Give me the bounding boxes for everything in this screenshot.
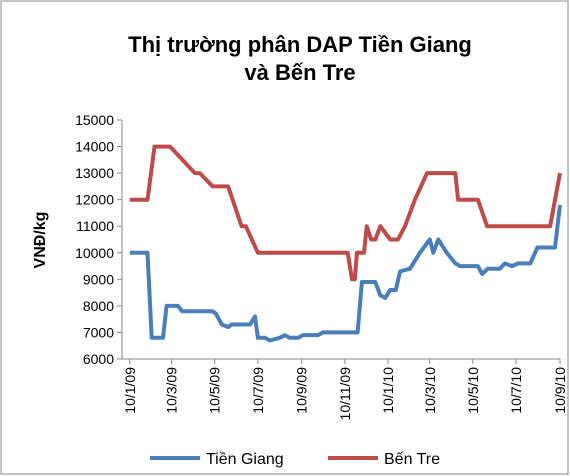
y-tick-label: 9000 <box>83 271 114 287</box>
y-tick-label: 10000 <box>75 245 114 261</box>
x-tick-label: 10/3/09 <box>164 367 180 414</box>
x-tick-label: 10/7/10 <box>508 367 524 414</box>
x-tick-label: 10/9/10 <box>552 367 568 414</box>
y-tick-label: 11000 <box>76 218 114 234</box>
y-tick-label: 14000 <box>75 139 114 155</box>
x-tick-label: 10/7/09 <box>250 367 266 414</box>
y-tick-label: 6000 <box>83 351 114 367</box>
legend-label: Bến Tre <box>384 451 440 468</box>
x-tick-label: 10/1/09 <box>122 367 138 414</box>
y-tick-label: 12000 <box>75 192 114 208</box>
y-tick-label: 7000 <box>83 324 114 340</box>
x-tick-label: 10/5/09 <box>207 367 223 414</box>
chart-title: Thị trường phân DAP Tiền Giang <box>128 32 472 57</box>
y-tick-label: 13000 <box>75 165 114 181</box>
x-tick-label: 10/1/10 <box>380 367 396 414</box>
x-tick-label: 10/5/10 <box>465 367 481 414</box>
y-tick-label: 8000 <box>83 298 114 314</box>
y-tick-label: 15000 <box>75 112 114 128</box>
y-axis-label: VNĐ/kg <box>32 212 49 269</box>
x-tick-label: 10/3/10 <box>422 367 438 414</box>
series-line <box>129 144 562 282</box>
series-line <box>129 204 562 343</box>
legend-label: Tiền Giang <box>206 451 284 468</box>
x-tick-label: 10/11/09 <box>337 367 353 421</box>
x-tick-label: 10/9/09 <box>294 367 310 414</box>
chart-title: và Bến Tre <box>244 60 355 85</box>
